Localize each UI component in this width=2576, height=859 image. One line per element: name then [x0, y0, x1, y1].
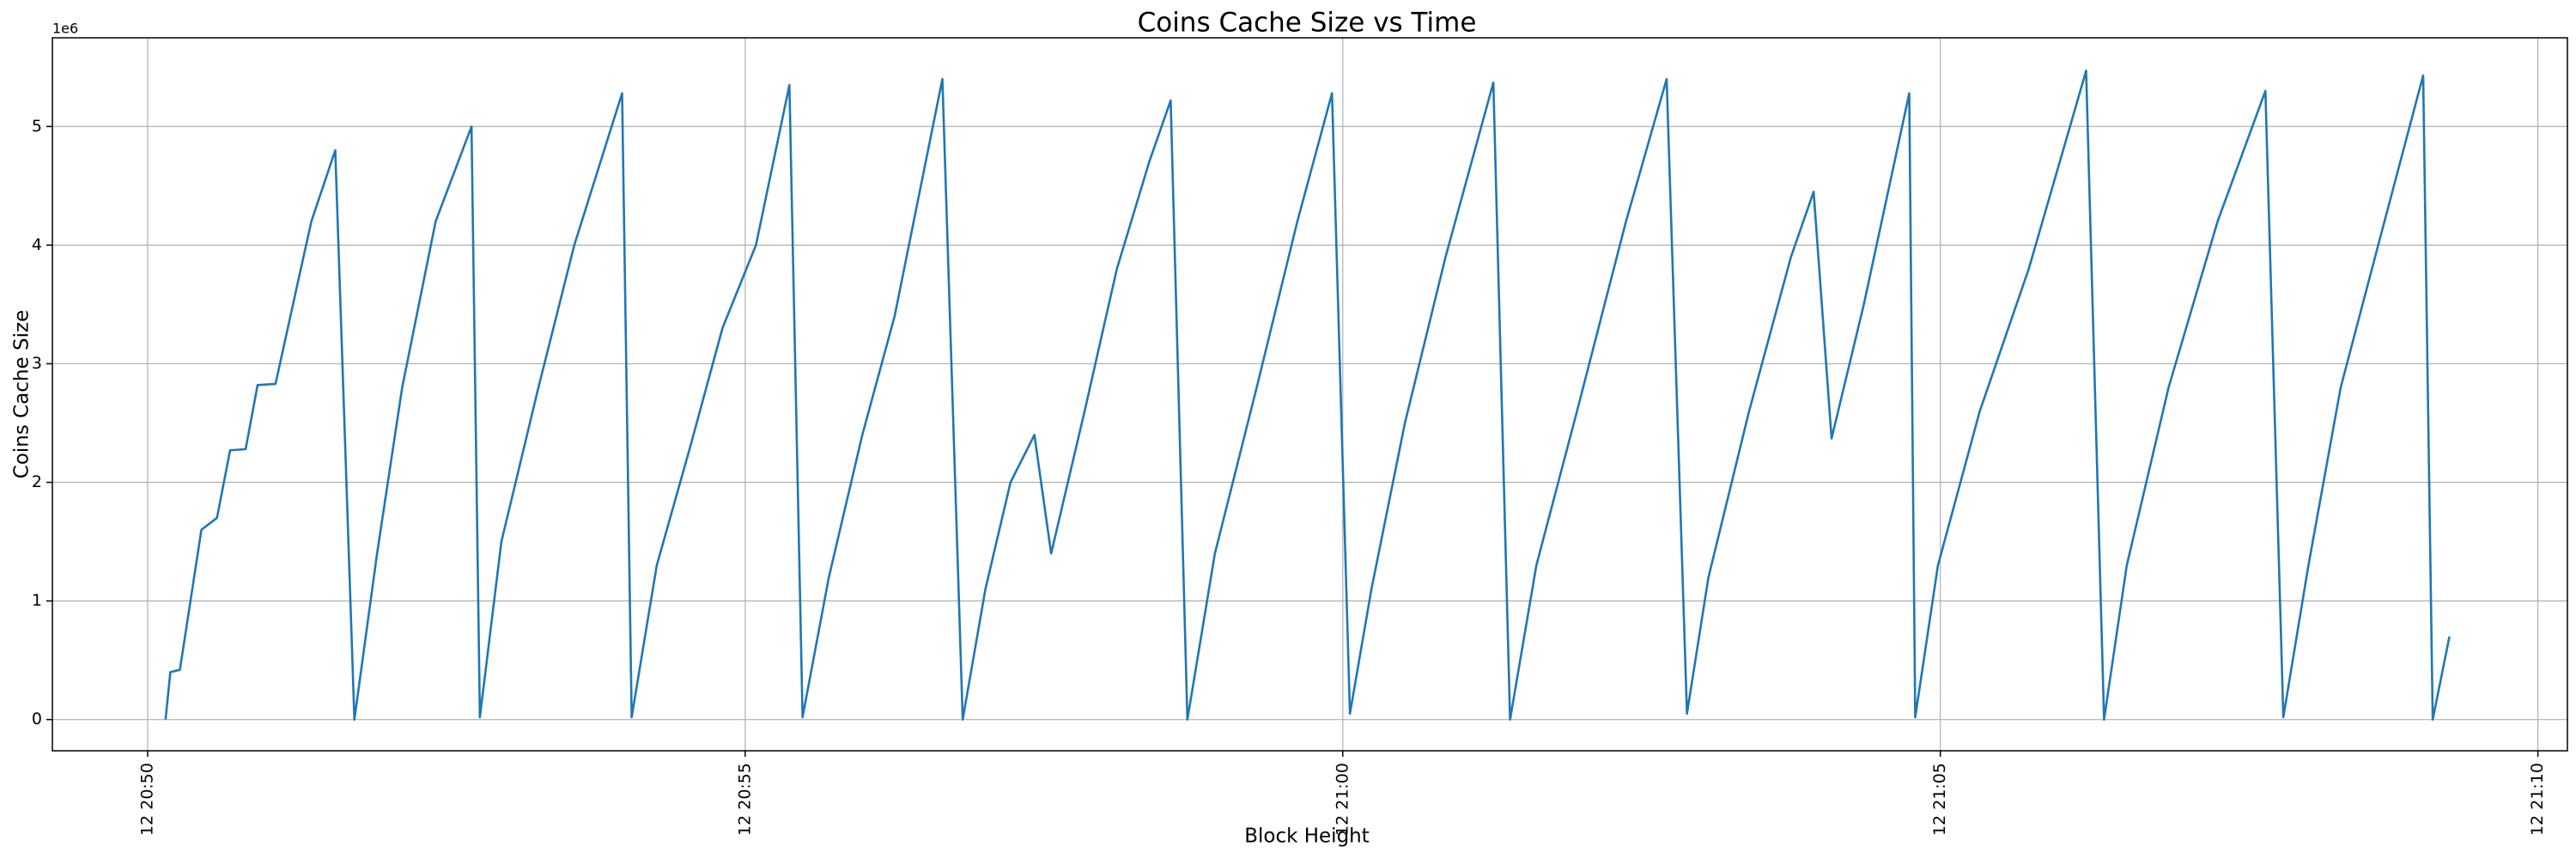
y-tick-label: 3: [32, 354, 42, 373]
y-tick-label: 2: [32, 472, 42, 491]
y-tick-label: 5: [32, 117, 42, 136]
plot-frame: [52, 37, 2568, 752]
y-tick-label: 0: [32, 710, 42, 728]
chart-title: Coins Cache Size vs Time: [1138, 8, 1477, 39]
data-line: [164, 70, 2451, 721]
x-tick-label: 12 21:05: [1930, 763, 1949, 836]
y-axis-label: Coins Cache Size: [11, 310, 33, 478]
y-offset-label: 1e6: [52, 21, 78, 37]
x-tick-label: 12 20:55: [735, 763, 754, 836]
x-tick-label: 12 21:10: [2528, 763, 2547, 836]
y-tick-label: 4: [32, 235, 42, 254]
x-tick-label: 12 20:50: [137, 763, 156, 836]
y-tick-label: 1: [32, 591, 42, 610]
x-axis-label: Block Height: [1244, 825, 1370, 848]
x-tick-label: 12 21:00: [1333, 763, 1352, 836]
